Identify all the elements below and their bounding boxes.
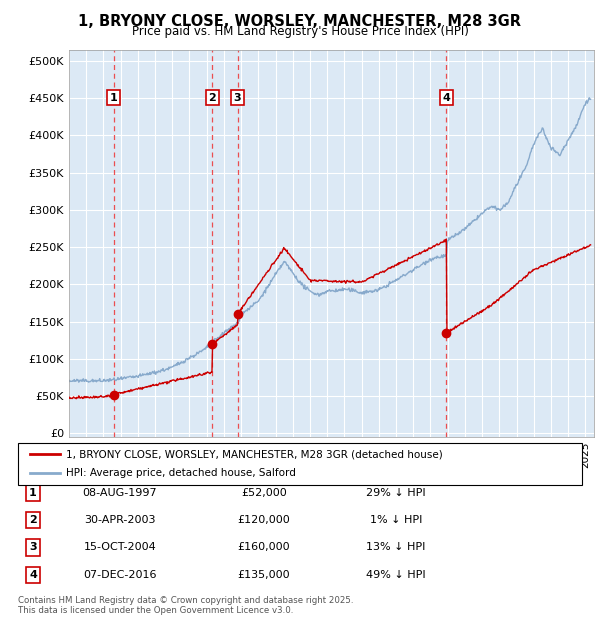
- Text: 4: 4: [443, 92, 451, 102]
- Text: 15-OCT-2004: 15-OCT-2004: [83, 542, 157, 552]
- Text: 3: 3: [234, 92, 241, 102]
- Text: 1, BRYONY CLOSE, WORSLEY, MANCHESTER, M28 3GR (detached house): 1, BRYONY CLOSE, WORSLEY, MANCHESTER, M2…: [66, 450, 443, 459]
- Text: 49% ↓ HPI: 49% ↓ HPI: [366, 570, 426, 580]
- Text: 2: 2: [29, 515, 37, 525]
- Text: Price paid vs. HM Land Registry's House Price Index (HPI): Price paid vs. HM Land Registry's House …: [131, 25, 469, 38]
- Text: 2: 2: [209, 92, 216, 102]
- Text: £52,000: £52,000: [241, 488, 287, 498]
- Text: 07-DEC-2016: 07-DEC-2016: [83, 570, 157, 580]
- Text: 1, BRYONY CLOSE, WORSLEY, MANCHESTER, M28 3GR: 1, BRYONY CLOSE, WORSLEY, MANCHESTER, M2…: [79, 14, 521, 29]
- Text: 1% ↓ HPI: 1% ↓ HPI: [370, 515, 422, 525]
- Text: £135,000: £135,000: [238, 570, 290, 580]
- Text: 4: 4: [29, 570, 37, 580]
- Text: £160,000: £160,000: [238, 542, 290, 552]
- Text: Contains HM Land Registry data © Crown copyright and database right 2025.
This d: Contains HM Land Registry data © Crown c…: [18, 596, 353, 615]
- Text: 1: 1: [110, 92, 118, 102]
- Text: 13% ↓ HPI: 13% ↓ HPI: [367, 542, 425, 552]
- Text: 3: 3: [29, 542, 37, 552]
- Text: 29% ↓ HPI: 29% ↓ HPI: [366, 488, 426, 498]
- Text: 08-AUG-1997: 08-AUG-1997: [83, 488, 157, 498]
- Text: HPI: Average price, detached house, Salford: HPI: Average price, detached house, Salf…: [66, 468, 296, 478]
- Text: 30-APR-2003: 30-APR-2003: [84, 515, 156, 525]
- Text: 1: 1: [29, 488, 37, 498]
- Text: £120,000: £120,000: [238, 515, 290, 525]
